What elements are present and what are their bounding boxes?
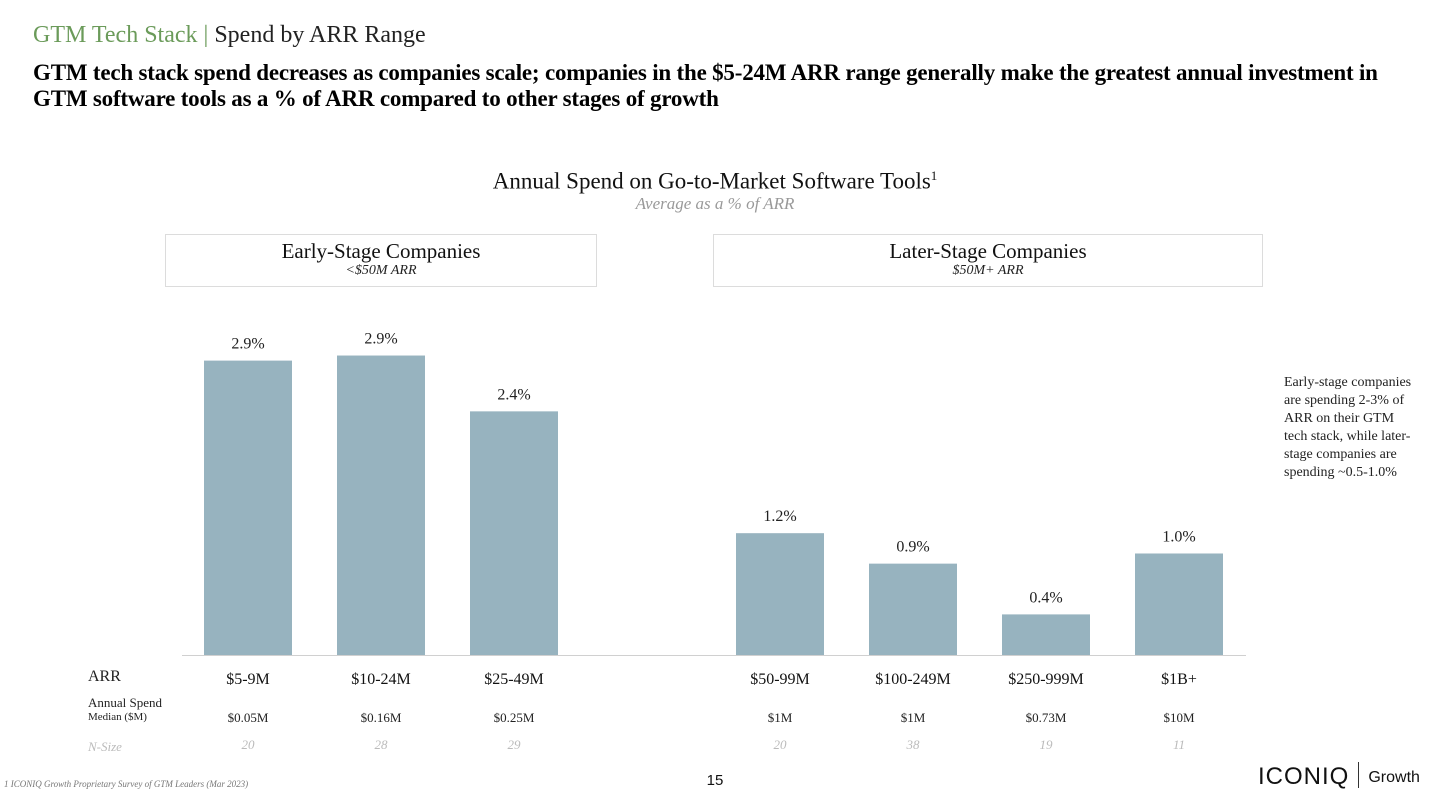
bar-value-label: 1.2% xyxy=(763,508,796,525)
group-box-later-stage: Later-Stage Companies $50M+ ARR xyxy=(713,234,1263,287)
row-label-annual-spend-line1: Annual Spend xyxy=(88,695,163,710)
footnote: 1 ICONIQ Growth Proprietary Survey of GT… xyxy=(4,779,249,789)
annual-spend-median: $1M xyxy=(768,710,793,725)
bar xyxy=(1002,614,1090,655)
annual-spend-median: $0.73M xyxy=(1026,710,1067,725)
chart-subtitle: Average as a % of ARR xyxy=(635,194,795,213)
x-tick-label: $5-9M xyxy=(226,671,270,688)
bar-value-label: 2.9% xyxy=(364,331,397,348)
x-tick-label: $25-49M xyxy=(484,671,544,688)
chart-title-text: Annual Spend on Go-to-Market Software To… xyxy=(492,168,931,194)
n-size-value: 19 xyxy=(1040,737,1054,752)
section-label: GTM Tech Stack xyxy=(33,22,198,48)
bar-value-label: 2.4% xyxy=(497,386,530,403)
annual-spend-median: $1M xyxy=(901,710,926,725)
group-subtitle-later-stage: $50M+ ARR xyxy=(952,263,1024,278)
group-subtitle-early-stage: <$50M ARR xyxy=(345,263,417,278)
logo-divider xyxy=(1358,762,1360,788)
row-label-annual-spend: Annual Spend Median ($M) xyxy=(88,696,162,724)
bar xyxy=(1135,553,1223,655)
n-size-value: 29 xyxy=(508,737,522,752)
chart-title: Annual Spend on Go-to-Market Software To… xyxy=(0,168,1430,195)
group-title-later-stage: Later-Stage Companies xyxy=(889,239,1087,263)
annual-spend-median: $10M xyxy=(1163,710,1195,725)
bar xyxy=(470,411,558,655)
bar-value-label: 2.9% xyxy=(231,336,264,353)
logo-main-text: ICONIQ xyxy=(1258,763,1350,790)
bar xyxy=(869,563,957,655)
n-size-value: 38 xyxy=(906,737,921,752)
x-tick-label: $10-24M xyxy=(351,671,411,688)
x-tick-label: $250-999M xyxy=(1008,671,1084,688)
subsection-label: Spend by ARR Range xyxy=(214,22,426,48)
annual-spend-median: $0.25M xyxy=(494,710,535,725)
x-tick-label: $50-99M xyxy=(750,671,810,688)
group-title-early-stage: Early-Stage Companies xyxy=(281,239,481,263)
group-box-early-stage: Early-Stage Companies <$50M ARR xyxy=(165,234,597,287)
bar xyxy=(337,355,425,655)
x-tick-label: $100-249M xyxy=(875,671,951,688)
headline: GTM tech stack spend decreases as compan… xyxy=(33,60,1378,111)
x-tick-label: $1B+ xyxy=(1161,671,1197,688)
n-size-value: 20 xyxy=(242,737,256,752)
bar xyxy=(736,533,824,655)
row-label-arr: ARR xyxy=(88,668,121,685)
bar xyxy=(204,360,292,655)
n-size-value: 20 xyxy=(774,737,788,752)
page-section-title: GTM Tech Stack | Spend by ARR Range xyxy=(33,22,426,49)
page-number: 15 xyxy=(706,772,724,789)
logo-sub-text: Growth xyxy=(1368,769,1420,786)
side-note: Early-stage companies are spending 2-3% … xyxy=(1284,375,1412,480)
row-label-n-size: N-Size xyxy=(88,739,122,754)
title-separator: | xyxy=(203,22,209,48)
bar-value-label: 0.9% xyxy=(896,539,929,556)
row-label-annual-spend-line2: Median ($M) xyxy=(88,711,147,723)
company-logo: ICONIQ Growth xyxy=(1258,762,1420,791)
annual-spend-median: $0.16M xyxy=(361,710,402,725)
chart-title-footnote-marker: 1 xyxy=(930,168,938,183)
n-size-value: 28 xyxy=(375,737,389,752)
n-size-value: 11 xyxy=(1173,737,1185,752)
annual-spend-median: $0.05M xyxy=(228,710,269,725)
bar-value-label: 0.4% xyxy=(1029,589,1062,606)
bar-value-label: 1.0% xyxy=(1162,528,1195,545)
